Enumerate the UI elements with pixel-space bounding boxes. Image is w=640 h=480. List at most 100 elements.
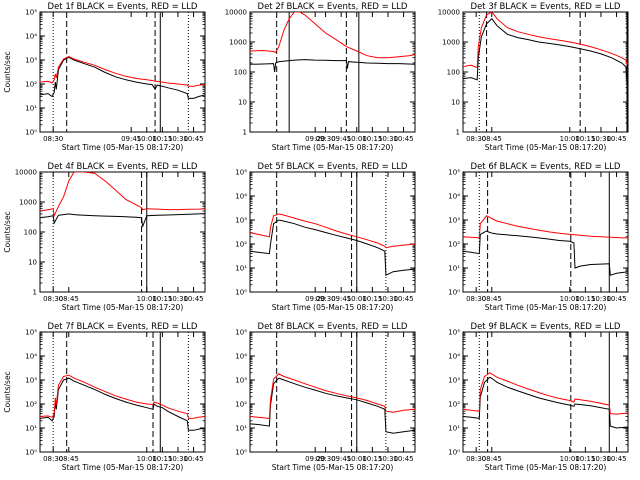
panel-grid: Det 1f BLACK = Events, RED = LLD10⁰10¹10… — [3, 2, 629, 472]
x-tick-label: 09:45 — [331, 295, 351, 303]
x-tick-label: 08:30 — [466, 295, 486, 303]
x-tick-label: 09:45 — [121, 135, 141, 143]
y-tick-label: 10⁵ — [448, 329, 460, 337]
panel-title: Det 6f BLACK = Events, RED = LLD — [471, 162, 621, 172]
x-tick-label: 10:45 — [183, 455, 203, 463]
x-tick-label: 09:20 — [305, 455, 325, 463]
x-tick-label: 10:15 — [152, 455, 172, 463]
series-line-lld — [40, 172, 205, 218]
y-tick-label: 10¹ — [235, 425, 247, 433]
x-tick-label: 10:30 — [168, 295, 188, 303]
x-tick-label: 10:15 — [362, 135, 382, 143]
y-tick-label: 10³ — [235, 217, 247, 225]
x-tick-label: 10:30 — [378, 295, 398, 303]
x-tick-label: 08:30 — [43, 455, 63, 463]
plot-frame — [249, 171, 416, 293]
x-tick-label: 09:30 — [315, 135, 335, 143]
x-axis-label: Start Time (05-Mar-15 08:17:20) — [485, 143, 607, 152]
series-line-lld — [463, 12, 628, 69]
series-line-lld — [250, 373, 415, 419]
y-tick-label: 10 — [238, 99, 247, 107]
y-tick-label: 10⁵ — [448, 169, 460, 177]
panel-det-9: Det 9f BLACK = Events, RED = LLD 10⁰ 10¹ 10… — [448, 322, 629, 472]
panel-title: Det 9f BLACK = Events, RED = LLD — [471, 322, 621, 332]
y-tick-label: 10⁰ — [235, 449, 247, 457]
series-line-events — [250, 219, 415, 276]
y-tick-label: 10000 — [438, 9, 460, 17]
series-line-events — [40, 56, 205, 99]
y-tick-label: 10⁵ — [235, 169, 247, 177]
x-tick-label: 10:30 — [591, 455, 611, 463]
x-tick-label: 10:45 — [606, 135, 626, 143]
y-tick-label: 10000 — [15, 169, 37, 177]
y-tick-label: 10¹ — [235, 265, 247, 273]
x-axis-label: Start Time (05-Mar-15 08:17:20) — [485, 463, 607, 472]
y-tick-label: 10⁴ — [448, 193, 460, 201]
y-tick-label: 10³ — [25, 377, 37, 385]
y-tick-label: 10⁴ — [235, 193, 247, 201]
y-tick-label: 10⁰ — [448, 289, 460, 297]
x-tick-label: 10:45 — [393, 135, 413, 143]
x-tick-label: 10:15 — [152, 295, 172, 303]
panel-title: Det 1f BLACK = Events, RED = LLD — [48, 2, 198, 12]
y-tick-label: 10⁵ — [235, 329, 247, 337]
series-line-events — [40, 377, 205, 431]
x-tick-label: 10:00 — [137, 295, 157, 303]
panel-title: Det 3f BLACK = Events, RED = LLD — [471, 2, 621, 12]
y-tick-label: 10 — [28, 259, 37, 267]
series-line-events — [250, 377, 415, 434]
x-tick-label: 10:30 — [168, 455, 188, 463]
y-tick-label: 10³ — [25, 57, 37, 65]
x-tick-label: 10:00 — [137, 455, 157, 463]
series-line-events — [463, 230, 628, 276]
x-tick-label: 10:00 — [560, 455, 580, 463]
y-tick-label: 10³ — [448, 217, 460, 225]
x-tick-label: 09:20 — [305, 135, 325, 143]
x-tick-label: 10:45 — [183, 135, 203, 143]
y-tick-label: 100 — [24, 229, 37, 237]
x-tick-label: 09:30 — [315, 455, 335, 463]
plot-frame — [39, 11, 206, 133]
panel-title: Det 7f BLACK = Events, RED = LLD — [48, 322, 198, 332]
x-tick-label: 08:45 — [482, 135, 502, 143]
y-tick-label: 10² — [235, 401, 247, 409]
y-tick-label: 1 — [456, 129, 460, 137]
x-axis-label: Start Time (05-Mar-15 08:17:20) — [485, 303, 607, 312]
series-line-lld — [463, 372, 628, 415]
y-axis-label: Counts/sec — [3, 371, 12, 412]
panel-det-5: Det 5f BLACK = Events, RED = LLD 10⁰ 10¹ 10… — [235, 162, 416, 312]
x-tick-label: 10:45 — [183, 295, 203, 303]
x-tick-label: 10:00 — [347, 455, 367, 463]
series-line-lld — [250, 12, 415, 59]
x-tick-label: 09:20 — [305, 295, 325, 303]
x-tick-label: 08:45 — [59, 455, 79, 463]
y-tick-label: 10¹ — [25, 425, 37, 433]
panel-title: Det 5f BLACK = Events, RED = LLD — [258, 162, 408, 172]
panel-det-4: Det 4f BLACK = Events, RED = LLD 1 10 100 10… — [3, 162, 206, 312]
x-tick-label: 10:45 — [393, 455, 413, 463]
x-tick-label: 09:30 — [315, 295, 335, 303]
x-tick-label: 10:30 — [378, 455, 398, 463]
x-tick-label: 08:30 — [466, 455, 486, 463]
plot-frame — [462, 171, 629, 293]
y-tick-label: 10² — [448, 241, 460, 249]
x-tick-label: 10:00 — [347, 295, 367, 303]
x-tick-label: 10:30 — [591, 295, 611, 303]
x-axis-label: Start Time (05-Mar-15 08:17:20) — [62, 303, 184, 312]
panel-title: Det 4f BLACK = Events, RED = LLD — [48, 162, 198, 172]
series-line-events — [250, 59, 415, 73]
x-tick-label: 10:15 — [575, 295, 595, 303]
x-tick-label: 08:30 — [43, 295, 63, 303]
x-tick-label: 10:00 — [560, 135, 580, 143]
x-tick-label: 10:30 — [591, 135, 611, 143]
x-tick-label: 10:15 — [362, 295, 382, 303]
plot-frame — [249, 331, 416, 453]
series-line-events — [40, 213, 205, 227]
y-tick-label: 10⁵ — [25, 9, 37, 17]
x-tick-label: 08:45 — [482, 295, 502, 303]
x-tick-label: 10:45 — [606, 295, 626, 303]
series-line-events — [463, 17, 628, 85]
series-line-lld — [40, 374, 205, 419]
